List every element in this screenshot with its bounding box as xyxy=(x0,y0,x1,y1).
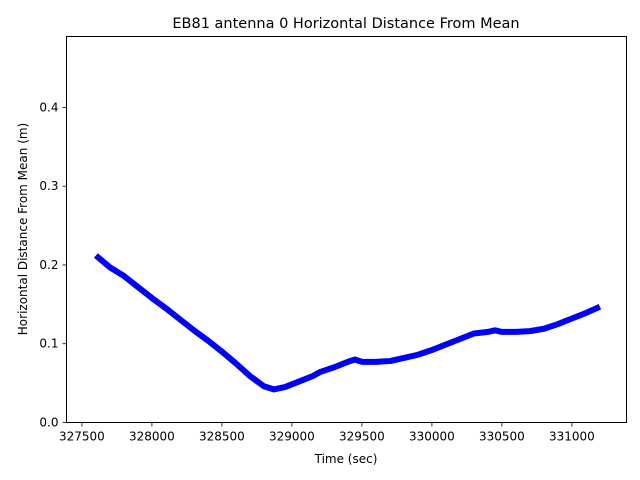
y-tick-label: 0.3 xyxy=(39,179,58,193)
y-ticks: 0.0 0.1 0.2 0.3 0.4 xyxy=(39,100,67,430)
x-tick-label: 328000 xyxy=(129,430,175,444)
plot-frame xyxy=(66,36,627,423)
y-axis-label: Horizontal Distance From Mean (m) xyxy=(16,123,30,335)
y-tick-label: 0.0 xyxy=(39,416,58,430)
y-tick-label: 0.1 xyxy=(39,337,58,351)
x-axis-label: Time (sec) xyxy=(314,452,378,466)
series-group xyxy=(93,253,602,393)
series-line xyxy=(93,253,602,393)
x-tick-label: 329500 xyxy=(339,430,385,444)
x-tick-label: 330000 xyxy=(409,430,455,444)
x-tick-label: 329000 xyxy=(269,430,315,444)
x-tick-label: 330500 xyxy=(479,430,525,444)
x-tick-label: 327500 xyxy=(59,430,105,444)
x-ticks: 327500 328000 328500 329000 329500 330000 3305… xyxy=(59,422,595,444)
x-tick-label: 328500 xyxy=(199,430,245,444)
y-tick-label: 0.2 xyxy=(39,258,58,272)
chart-title: EB81 antenna 0 Horizontal Distance From … xyxy=(172,16,519,32)
y-tick-label: 0.4 xyxy=(39,100,58,114)
x-tick-label: 331000 xyxy=(549,430,595,444)
